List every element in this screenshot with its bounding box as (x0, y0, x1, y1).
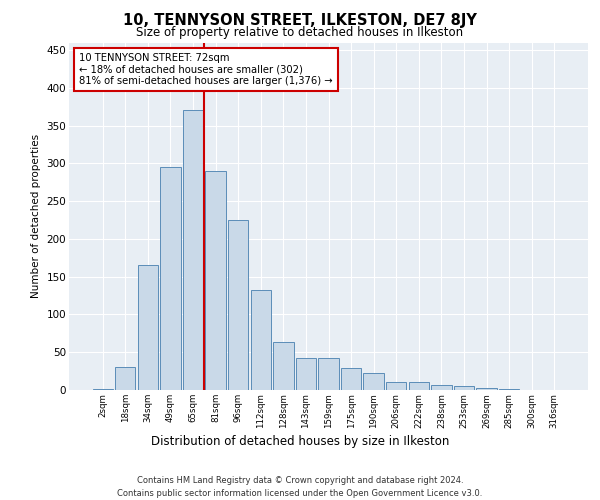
Bar (454, 386, 474, 390)
Bar (364, 372, 384, 390)
Bar (499, 389, 519, 390)
Bar (251, 290, 271, 390)
Bar (205, 171, 226, 390)
Bar (115, 368, 136, 390)
Text: Contains HM Land Registry data © Crown copyright and database right 2024.
Contai: Contains HM Land Registry data © Crown c… (118, 476, 482, 498)
Y-axis label: Number of detached properties: Number of detached properties (31, 134, 41, 298)
Bar (138, 266, 158, 390)
Bar (273, 342, 293, 390)
Text: 10 TENNYSON STREET: 72sqm
← 18% of detached houses are smaller (302)
81% of semi: 10 TENNYSON STREET: 72sqm ← 18% of detac… (79, 53, 333, 86)
Bar (160, 167, 181, 390)
Bar (183, 110, 203, 390)
Bar (228, 220, 248, 390)
Bar (476, 388, 497, 390)
Bar (431, 386, 452, 390)
Text: Distribution of detached houses by size in Ilkeston: Distribution of detached houses by size … (151, 435, 449, 448)
Bar (92, 389, 113, 390)
Text: 10, TENNYSON STREET, ILKESTON, DE7 8JY: 10, TENNYSON STREET, ILKESTON, DE7 8JY (123, 12, 477, 28)
Bar (409, 382, 429, 390)
Bar (341, 368, 361, 390)
Bar (296, 358, 316, 390)
Bar (319, 358, 338, 390)
Bar (386, 382, 406, 390)
Text: Size of property relative to detached houses in Ilkeston: Size of property relative to detached ho… (136, 26, 464, 39)
